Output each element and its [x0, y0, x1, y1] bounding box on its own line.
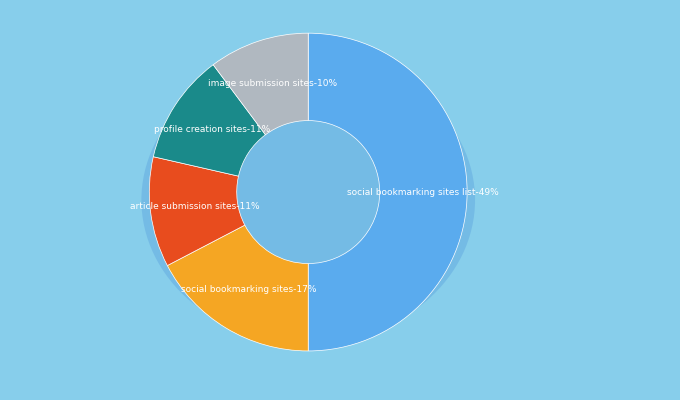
Wedge shape [214, 33, 308, 135]
Text: profile creation sites-11%: profile creation sites-11% [154, 125, 271, 134]
Text: article submission sites-11%: article submission sites-11% [130, 202, 260, 211]
Wedge shape [153, 65, 265, 176]
Ellipse shape [141, 57, 475, 343]
Wedge shape [150, 157, 245, 266]
Wedge shape [308, 33, 467, 351]
Text: social bookmarking sites-17%: social bookmarking sites-17% [181, 285, 317, 294]
Wedge shape [167, 225, 308, 351]
Text: social bookmarking sites list-49%: social bookmarking sites list-49% [347, 188, 498, 196]
Text: image submission sites-10%: image submission sites-10% [207, 79, 337, 88]
